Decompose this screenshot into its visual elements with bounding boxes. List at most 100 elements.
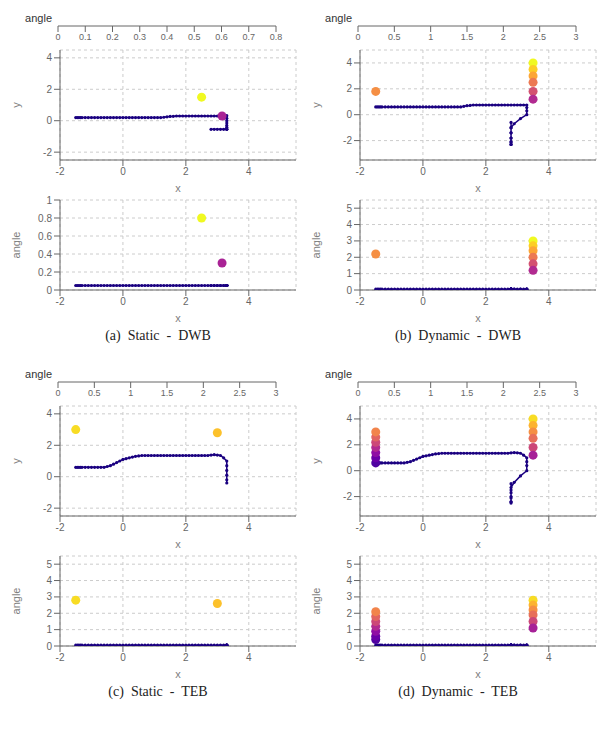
svg-text:2: 2 [46, 440, 52, 451]
svg-text:0.5: 0.5 [388, 32, 401, 42]
svg-text:y: y [310, 102, 322, 108]
svg-text:x: x [475, 538, 481, 550]
svg-text:1: 1 [346, 268, 352, 279]
svg-text:2: 2 [501, 388, 506, 398]
svg-text:angle: angle [10, 588, 22, 615]
svg-text:2.5: 2.5 [233, 388, 246, 398]
svg-text:-2: -2 [343, 491, 352, 502]
svg-text:4: 4 [546, 166, 552, 177]
svg-text:4: 4 [546, 522, 552, 533]
svg-text:3: 3 [573, 32, 578, 42]
svg-text:4: 4 [546, 296, 552, 307]
svg-text:4: 4 [46, 52, 52, 63]
svg-text:0: 0 [46, 115, 52, 126]
svg-text:5: 5 [346, 559, 352, 570]
svg-text:4: 4 [546, 652, 552, 663]
svg-text:0: 0 [420, 652, 426, 663]
svg-text:0: 0 [346, 641, 352, 652]
svg-text:2: 2 [483, 652, 489, 663]
svg-text:2.5: 2.5 [533, 388, 546, 398]
svg-text:0: 0 [55, 388, 60, 398]
svg-text:2: 2 [483, 166, 489, 177]
svg-text:0: 0 [420, 166, 426, 177]
svg-text:2: 2 [346, 252, 352, 263]
svg-text:0.3: 0.3 [133, 32, 146, 42]
svg-text:-2: -2 [356, 652, 365, 663]
svg-text:4: 4 [46, 408, 52, 419]
svg-text:x: x [475, 312, 481, 324]
svg-text:2: 2 [46, 608, 52, 619]
svg-text:1: 1 [46, 624, 52, 635]
svg-text:4: 4 [246, 166, 252, 177]
svg-text:0.8: 0.8 [38, 213, 52, 224]
svg-text:x: x [175, 182, 181, 194]
svg-text:5: 5 [346, 203, 352, 214]
svg-text:2: 2 [501, 32, 506, 42]
svg-text:x: x [475, 668, 481, 680]
svg-text:0.6: 0.6 [215, 32, 228, 42]
svg-text:0: 0 [46, 285, 52, 296]
svg-text:0: 0 [55, 32, 60, 42]
svg-text:2: 2 [346, 439, 352, 450]
svg-text:x: x [175, 538, 181, 550]
svg-text:0.4: 0.4 [161, 32, 174, 42]
svg-text:0.2: 0.2 [38, 267, 52, 278]
svg-text:0: 0 [46, 641, 52, 652]
svg-text:1.5: 1.5 [461, 388, 474, 398]
svg-text:1: 1 [346, 624, 352, 635]
svg-text:4: 4 [346, 413, 352, 424]
svg-text:0: 0 [120, 296, 126, 307]
svg-text:0: 0 [420, 296, 426, 307]
svg-text:1: 1 [46, 195, 52, 206]
svg-text:-2: -2 [356, 166, 365, 177]
svg-text:4: 4 [346, 219, 352, 230]
svg-text:0: 0 [346, 109, 352, 120]
svg-text:0: 0 [46, 471, 52, 482]
svg-text:4: 4 [346, 575, 352, 586]
svg-text:2: 2 [183, 166, 189, 177]
svg-text:3: 3 [46, 591, 52, 602]
svg-text:-2: -2 [343, 135, 352, 146]
svg-text:0: 0 [120, 166, 126, 177]
svg-text:2: 2 [201, 388, 206, 398]
svg-text:0: 0 [346, 465, 352, 476]
svg-text:4: 4 [346, 57, 352, 68]
svg-text:y: y [10, 102, 22, 108]
svg-text:0: 0 [120, 522, 126, 533]
svg-text:3: 3 [273, 388, 278, 398]
svg-text:2: 2 [46, 84, 52, 95]
svg-text:-2: -2 [56, 652, 65, 663]
svg-text:4: 4 [246, 296, 252, 307]
svg-text:2: 2 [183, 296, 189, 307]
svg-text:x: x [175, 668, 181, 680]
svg-text:2: 2 [183, 652, 189, 663]
svg-text:3: 3 [573, 388, 578, 398]
svg-text:1.5: 1.5 [161, 388, 174, 398]
svg-text:angle: angle [10, 232, 22, 259]
svg-text:0.5: 0.5 [88, 388, 101, 398]
svg-text:4: 4 [246, 522, 252, 533]
svg-text:0.6: 0.6 [38, 231, 52, 242]
svg-text:0.7: 0.7 [242, 32, 255, 42]
svg-text:2: 2 [483, 522, 489, 533]
svg-text:2: 2 [183, 522, 189, 533]
svg-text:5: 5 [46, 559, 52, 570]
svg-text:3: 3 [346, 235, 352, 246]
svg-text:-2: -2 [56, 296, 65, 307]
svg-text:1: 1 [428, 388, 433, 398]
svg-text:-2: -2 [43, 503, 52, 514]
svg-text:0: 0 [355, 32, 360, 42]
svg-text:x: x [175, 312, 181, 324]
svg-text:0.4: 0.4 [38, 249, 52, 260]
svg-text:-2: -2 [356, 522, 365, 533]
svg-text:-2: -2 [356, 296, 365, 307]
svg-text:1: 1 [428, 32, 433, 42]
svg-text:0.2: 0.2 [106, 32, 119, 42]
svg-text:-2: -2 [56, 166, 65, 177]
svg-text:2: 2 [346, 608, 352, 619]
svg-text:0: 0 [120, 652, 126, 663]
svg-text:y: y [10, 458, 22, 464]
svg-text:0.8: 0.8 [270, 32, 283, 42]
svg-text:1: 1 [128, 388, 133, 398]
svg-text:angle: angle [310, 588, 322, 615]
